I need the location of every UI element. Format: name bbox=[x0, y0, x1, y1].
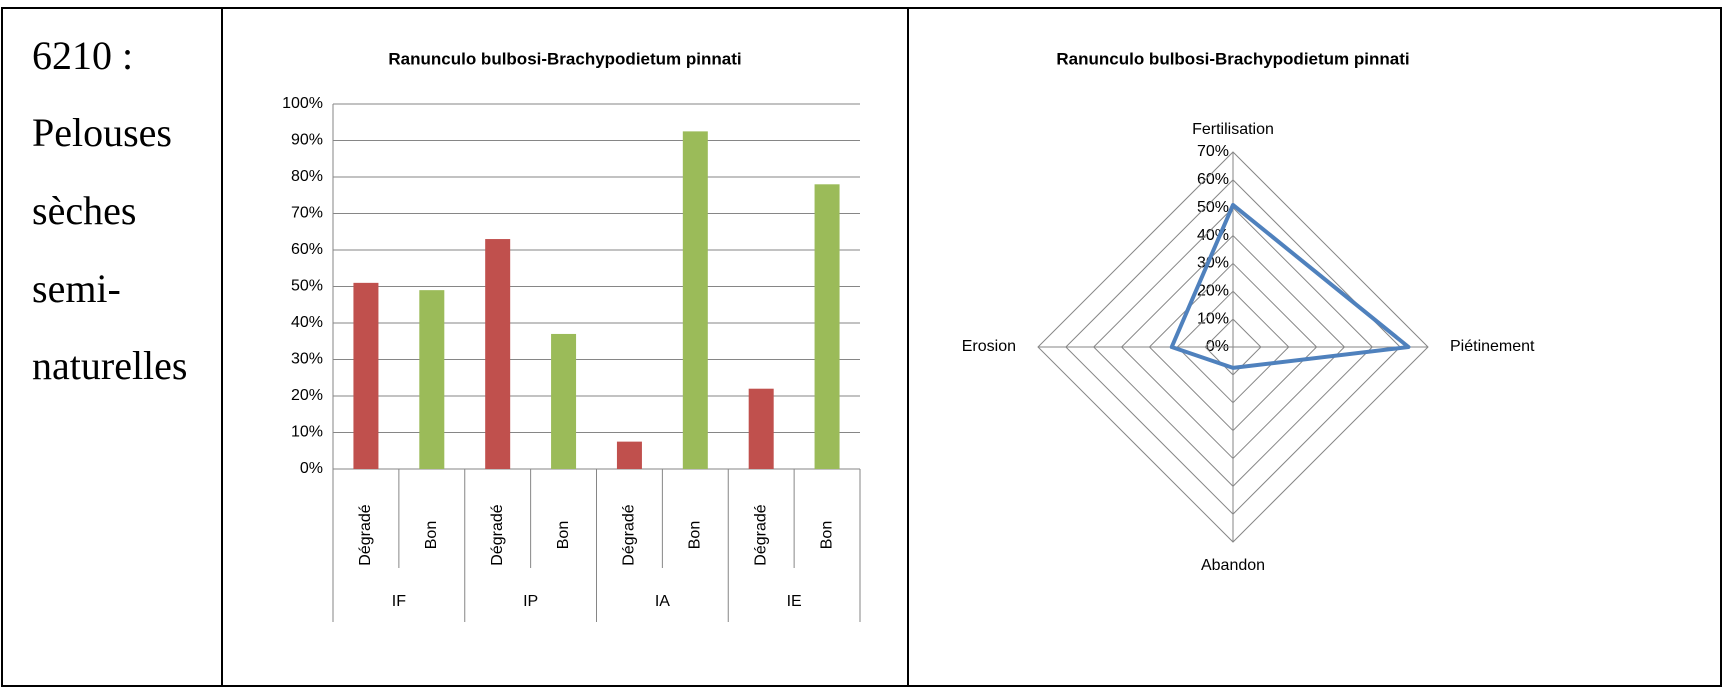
label-line: sèches bbox=[32, 188, 136, 233]
x-tick-label: Dégradé bbox=[357, 504, 374, 565]
x-tick-label: Dégradé bbox=[752, 504, 769, 565]
bar bbox=[353, 282, 379, 469]
bar bbox=[419, 290, 445, 469]
r-tick-label: 50% bbox=[1197, 199, 1229, 216]
y-tick-label: 80% bbox=[291, 168, 323, 185]
x-tick-label: Bon bbox=[687, 521, 704, 549]
label-line: naturelles bbox=[32, 343, 188, 388]
label-line: semi- bbox=[32, 266, 121, 311]
x-tick-label: Bon bbox=[423, 521, 440, 549]
x-tick-label: Dégradé bbox=[489, 504, 506, 565]
r-tick-label: 30% bbox=[1197, 255, 1229, 272]
table-border bbox=[1, 7, 1722, 687]
axis-label: Erosion bbox=[962, 338, 1016, 355]
y-tick-label: 10% bbox=[291, 424, 323, 441]
x-tick-label: Dégradé bbox=[621, 504, 638, 565]
bar bbox=[814, 184, 840, 470]
group-label: IE bbox=[787, 593, 802, 610]
axis-label: Abandon bbox=[1201, 557, 1265, 574]
bar bbox=[616, 441, 642, 469]
bar bbox=[485, 239, 511, 469]
y-tick-label: 0% bbox=[300, 460, 323, 477]
group-label: IF bbox=[392, 593, 406, 610]
y-tick-label: 60% bbox=[291, 241, 323, 258]
y-tick-label: 100% bbox=[282, 95, 323, 112]
bar bbox=[682, 131, 708, 469]
y-tick-label: 90% bbox=[291, 132, 323, 149]
group-label: IA bbox=[655, 593, 670, 610]
radar-line bbox=[1169, 202, 1411, 370]
axis-label: Piétinement bbox=[1450, 338, 1535, 355]
label-line: 6210 : bbox=[32, 33, 133, 78]
chart-title: Ranunculo bulbosi-Brachypodietum pinnati bbox=[1056, 49, 1409, 68]
axis-label: Fertilisation bbox=[1192, 121, 1274, 138]
bar bbox=[551, 333, 577, 469]
y-tick-label: 50% bbox=[291, 278, 323, 295]
group-label: IP bbox=[523, 593, 538, 610]
label-line: Pelouses bbox=[32, 110, 172, 155]
chart-title: Ranunculo bulbosi-Brachypodietum pinnati bbox=[388, 49, 741, 68]
y-tick-label: 70% bbox=[291, 205, 323, 222]
r-tick-label: 20% bbox=[1197, 283, 1229, 300]
r-tick-label: 10% bbox=[1197, 310, 1229, 327]
r-tick-label: 70% bbox=[1197, 143, 1229, 160]
bar bbox=[748, 388, 774, 469]
r-tick-label: 60% bbox=[1197, 171, 1229, 188]
x-tick-label: Bon bbox=[555, 521, 572, 549]
x-tick-label: Bon bbox=[818, 521, 835, 549]
y-tick-label: 20% bbox=[291, 387, 323, 404]
y-tick-label: 40% bbox=[291, 314, 323, 331]
y-tick-label: 30% bbox=[291, 351, 323, 368]
